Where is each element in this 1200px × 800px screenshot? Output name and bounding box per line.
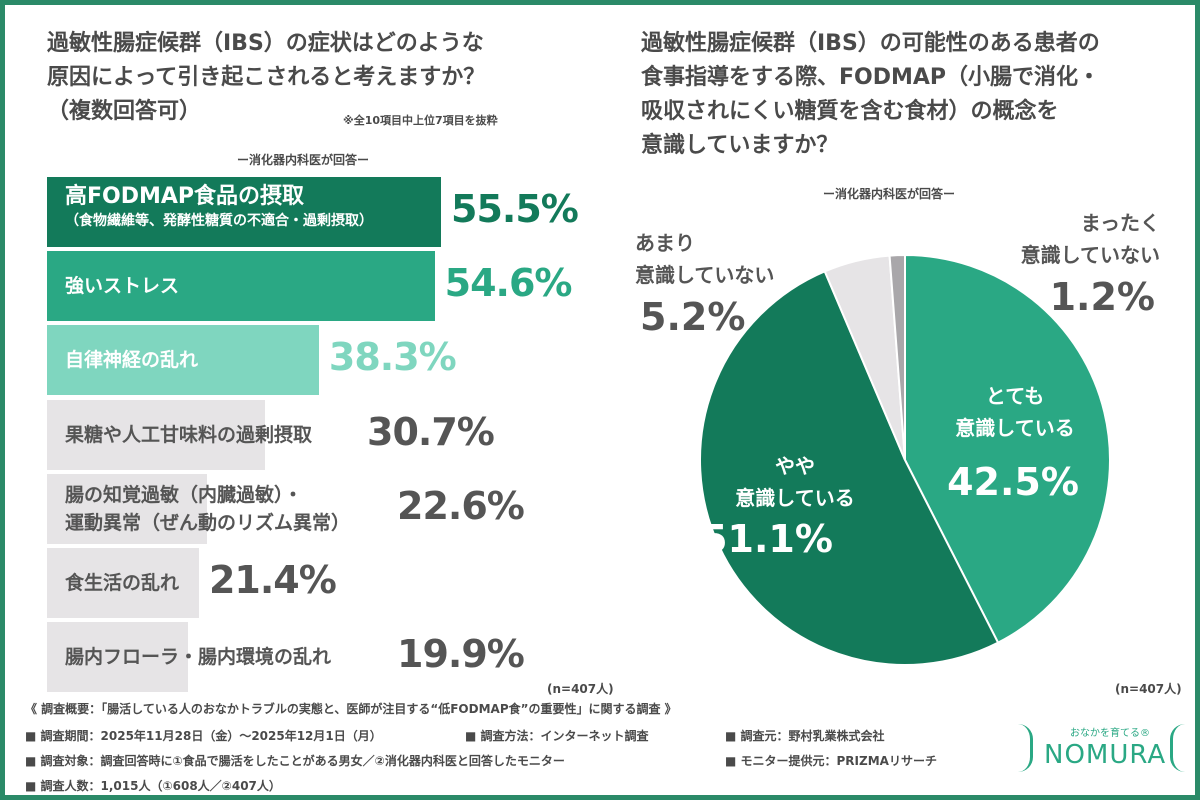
bar-label: 食生活の乱れ — [65, 572, 180, 594]
pie-slice — [699, 270, 1000, 666]
value-label: 19.9% — [397, 632, 525, 677]
footer-item: ■ モニター提供元：PRIZMAリサーチ — [725, 754, 937, 768]
footer-item: ■ 調査方法：インターネット調査 — [465, 729, 649, 743]
value-label: 54.6% — [444, 261, 573, 306]
value-label: 30.7% — [367, 409, 495, 454]
pie-value-label: 1.2% — [1049, 275, 1155, 319]
bar-label: 強いストレス — [65, 275, 180, 298]
bar — [47, 177, 442, 247]
pie-subtitle: ー消化器内科医が回答ー — [823, 187, 956, 201]
pie-value-label: 5.2% — [640, 295, 746, 339]
bar-label: 腸の知覚過敏（内臓過敏）・ 運動異常（ぜん動のリズム異常） — [65, 483, 351, 534]
note: ※全10項目中上位7項目を抜粋 — [343, 114, 498, 127]
bar-label: 自律神経の乱れ — [65, 349, 199, 372]
value-label: 55.5% — [451, 187, 579, 231]
pie-title: 過敏性腸症候群（IBS）の可能性のある患者の 食事指導をする際、FODMAP（小… — [641, 31, 1101, 158]
bar-title: 過敏性腸症候群（IBS）の症状はどのような 原因によって引き起こされると考えます… — [47, 31, 486, 124]
bar — [47, 622, 189, 693]
logo-name: NOMURA — [1044, 740, 1167, 770]
bar — [47, 399, 265, 470]
pie-label: あまり 意識していない — [635, 231, 775, 287]
footer-item: ■ 調査対象：調査回答時に①食品で腸活をしたことがある男女／②消化器内科医と回答… — [25, 754, 565, 768]
footer-item: ■ 調査元：野村乳業株式会社 — [725, 729, 885, 743]
logo-tagline: おなかを育てる® — [1070, 728, 1150, 739]
bar-label: 高FODMAP食品の摂取 （食物繊維等、発酵性糖質の不適合・過剰摂取） — [65, 184, 373, 229]
footer-item: ■ 調査人数：1,015人（①608人／②407人） — [25, 779, 281, 793]
pie-slice — [888, 253, 906, 461]
pie-value-label: 42.5% — [947, 460, 1079, 504]
value-label: 21.4% — [208, 558, 337, 602]
footer-item: ■ 調査期間：2025年11月28日（金）～2025年12月1日（月） — [25, 729, 382, 743]
bar-subtitle: ー消化器内科医が回答ー — [237, 153, 370, 167]
pie-label: やや 意識している — [735, 454, 855, 510]
bar-label: 腸内フローラ・腸内環境の乱れ — [65, 646, 332, 669]
pie-slice — [904, 253, 1111, 645]
footer-heading: 《 調査概要：「腸活している人のおなかトラブルの実態と、医師が注目する“低FOD… — [25, 702, 677, 716]
pie-value-label: 51.1% — [701, 517, 833, 561]
bar — [47, 325, 319, 396]
logo: おなかを育てる® NOMURA — [1010, 720, 1190, 780]
value-label: 22.6% — [397, 483, 525, 528]
pie-label: まったく 意識していない — [1020, 211, 1160, 267]
logo-bracket — [1018, 724, 1033, 772]
logo-bracket — [1170, 724, 1185, 772]
pie-chart — [699, 253, 1111, 666]
value-label: 38.3% — [328, 335, 457, 380]
bar — [47, 251, 435, 322]
pie-sample: (n=407人) — [1115, 682, 1182, 696]
bar-label: 果糖や人工甘味料の過剰摂取 — [65, 423, 313, 446]
bar-sample: (n=407人) — [547, 682, 614, 696]
bar — [47, 473, 208, 544]
pie-label: とても 意識している — [955, 384, 1075, 440]
bar — [47, 548, 199, 618]
